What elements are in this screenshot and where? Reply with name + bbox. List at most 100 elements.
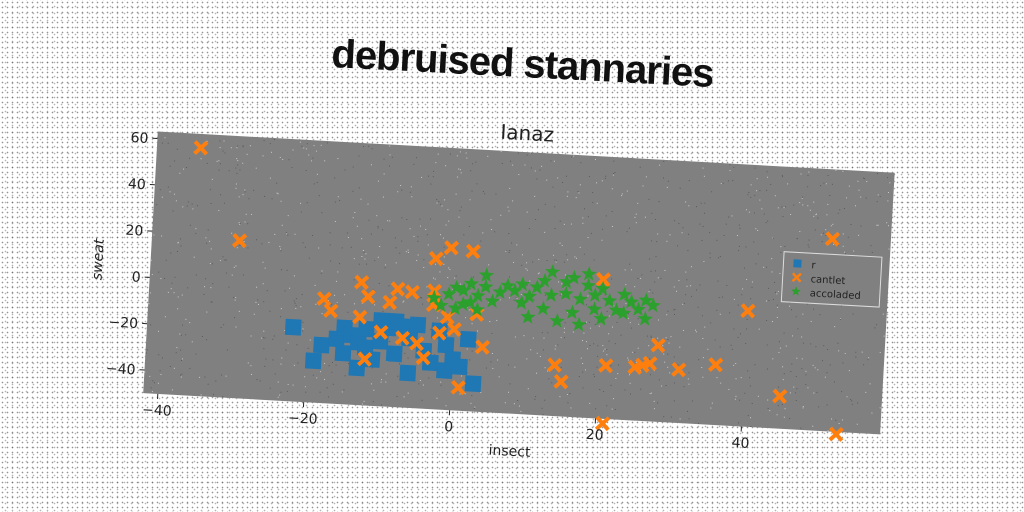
data-point [284, 318, 302, 336]
data-point [456, 282, 472, 298]
x-tick-label: 20 [585, 427, 604, 444]
data-point [587, 287, 603, 303]
data-point [595, 271, 611, 288]
data-point [437, 336, 455, 354]
data-point [580, 277, 597, 293]
data-point [581, 266, 597, 281]
data-point [492, 284, 508, 300]
data-point [464, 375, 482, 393]
data-point [549, 313, 565, 328]
data-point [529, 279, 545, 295]
data-point [447, 300, 464, 316]
data-point [231, 232, 248, 249]
data-point [828, 426, 844, 442]
data-point [357, 320, 375, 338]
data-point [645, 297, 661, 313]
data-point [352, 309, 368, 325]
legend-label: cantlet [810, 274, 845, 287]
data-point [598, 357, 614, 374]
data-point [373, 324, 389, 340]
data-point [450, 379, 466, 396]
data-point [462, 294, 479, 310]
data-point [553, 374, 569, 390]
data-point [564, 304, 580, 320]
y-axis-label: sweat [89, 238, 107, 281]
data-point [616, 286, 633, 302]
data-point [404, 284, 420, 300]
data-point [433, 297, 449, 312]
data-point [455, 296, 471, 311]
data-point [313, 336, 330, 354]
x-tick-label: 0 [444, 419, 454, 435]
data-point [595, 280, 611, 296]
data-point [357, 351, 373, 367]
data-point [772, 388, 788, 404]
data-point [537, 272, 553, 288]
data-point [474, 339, 491, 355]
legend-marker [793, 259, 802, 268]
data-point [415, 350, 431, 366]
legend-marker [791, 272, 802, 283]
data-point [478, 267, 495, 283]
data-point [484, 293, 501, 308]
data-point [546, 357, 563, 373]
data-point [507, 282, 523, 298]
x-tick-label: −20 [288, 410, 318, 428]
data-point [500, 277, 516, 293]
data-point [449, 279, 465, 295]
data-point [469, 301, 485, 317]
data-point [390, 281, 406, 297]
data-point [394, 330, 411, 346]
data-point [304, 352, 322, 370]
data-point [594, 415, 611, 432]
data-point [572, 291, 588, 306]
data-point [520, 309, 536, 324]
y-tick-label: 0 [131, 269, 141, 285]
series-r [284, 312, 482, 393]
y-tick-label: 40 [128, 176, 147, 193]
data-point [385, 345, 403, 363]
data-point [515, 276, 531, 291]
y-tick-label: 60 [130, 130, 149, 147]
y-tick-label: −20 [108, 315, 138, 333]
data-point [428, 250, 444, 267]
data-point [543, 287, 559, 302]
data-point [469, 306, 485, 322]
chart-title: Ianaz [500, 120, 555, 147]
x-tick-label: 40 [731, 435, 750, 452]
data-point [409, 335, 425, 352]
data-point [630, 301, 646, 317]
data-point [650, 337, 666, 353]
x-tick-label: −40 [142, 402, 172, 420]
data-point [615, 305, 632, 320]
data-point [513, 294, 530, 310]
data-point [637, 311, 653, 326]
data-point [470, 287, 486, 303]
data-point [360, 288, 376, 305]
legend-entry: accoladed [791, 286, 861, 302]
data-point [426, 289, 442, 305]
data-point [441, 286, 457, 301]
data-point [642, 355, 658, 372]
data-point [671, 362, 687, 378]
data-point [465, 243, 481, 260]
y-tick-label: −40 [106, 361, 136, 379]
data-point [353, 274, 370, 290]
legend-label: r [811, 260, 817, 271]
legend-label: accoladed [809, 288, 861, 302]
data-point [323, 303, 339, 319]
legend-entry: r [793, 259, 817, 272]
data-point [521, 288, 537, 303]
legend-box [780, 251, 883, 308]
data-point [558, 285, 574, 301]
data-point [193, 140, 209, 156]
data-point [535, 300, 551, 316]
data-point [593, 310, 609, 326]
data-point [478, 278, 494, 294]
data-point [443, 240, 460, 256]
data-point [450, 358, 468, 376]
data-point [463, 275, 480, 291]
data-point [601, 292, 618, 308]
